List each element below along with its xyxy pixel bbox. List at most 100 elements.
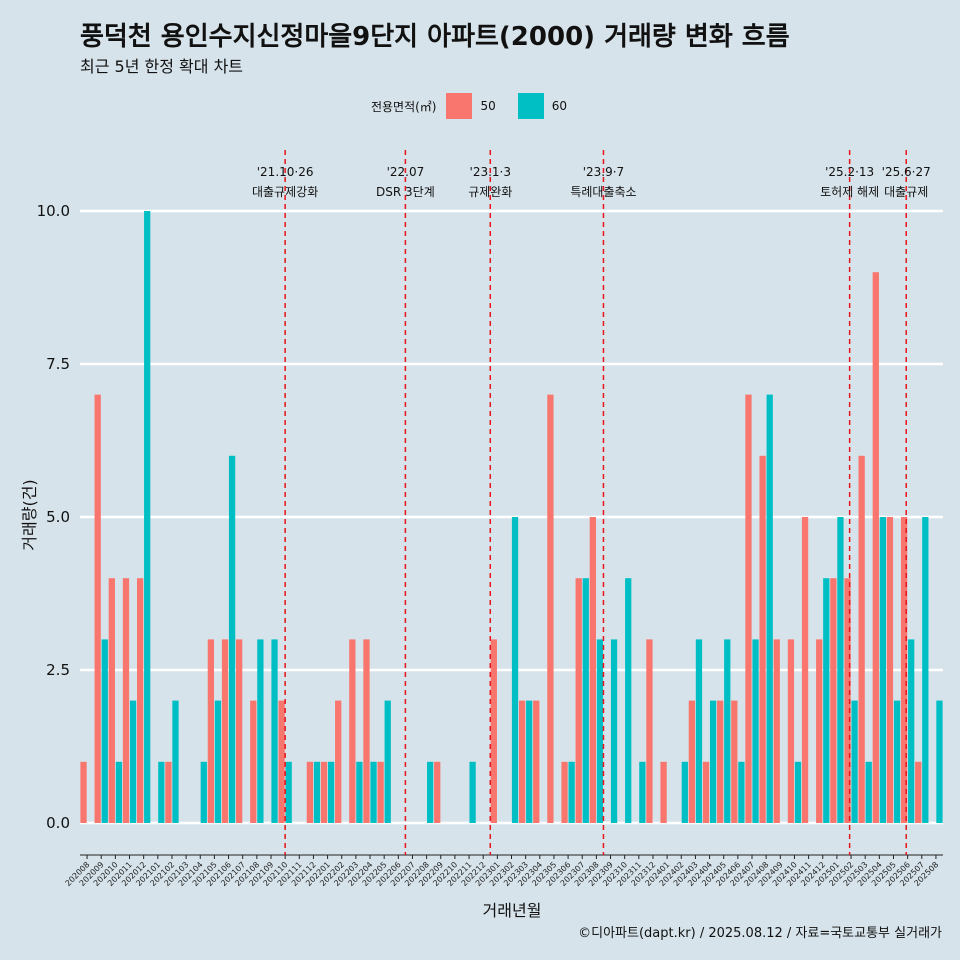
event-date-label: '23.1·3 xyxy=(470,165,511,179)
bar-60-202407 xyxy=(752,639,759,823)
bar-60-202505 xyxy=(893,700,901,823)
bar-50-202502 xyxy=(844,578,851,823)
bar-50-202405 xyxy=(717,700,724,823)
bar-60-202308 xyxy=(596,639,604,823)
y-tick-label: 2.5 xyxy=(46,661,70,679)
event-date-label: '25.6·27 xyxy=(882,165,931,179)
bar-50-202501 xyxy=(830,578,837,823)
bar-60-202309 xyxy=(610,639,618,823)
y-tick-label: 7.5 xyxy=(46,355,70,373)
bar-50-202504 xyxy=(872,272,879,823)
bar-60-202109 xyxy=(271,639,278,823)
bar-60-202011 xyxy=(129,700,137,823)
bar-50-202308 xyxy=(589,517,596,823)
bar-50-202010 xyxy=(108,578,115,823)
legend-title: 전용면적(㎡) xyxy=(370,99,437,114)
bar-60-202406 xyxy=(738,761,745,823)
bar-50-202108 xyxy=(250,700,257,823)
bar-60-202311 xyxy=(639,761,646,823)
bar-50-202312 xyxy=(646,639,653,823)
bar-60-202112 xyxy=(313,761,321,823)
bar-60-202310 xyxy=(625,578,632,823)
bar-50-202401 xyxy=(660,761,667,823)
bar-60-202009 xyxy=(101,639,108,823)
legend: 전용면적(㎡) 50 60 xyxy=(0,93,960,119)
bar-60-202104 xyxy=(200,761,207,823)
bar-50-202411 xyxy=(801,517,809,823)
bar-50-202412 xyxy=(816,639,823,823)
bar-60-202211 xyxy=(469,761,476,823)
legend-label-60: 60 xyxy=(551,99,568,113)
bar-60-202402 xyxy=(681,761,688,823)
bar-60-202201 xyxy=(327,761,335,823)
y-tick-label: 0.0 xyxy=(46,814,70,832)
bar-50-202503 xyxy=(858,455,865,823)
bar-60-202507 xyxy=(922,517,929,823)
bar-60-202403 xyxy=(695,639,703,823)
bar-50-202204 xyxy=(363,639,370,823)
bar-50-202112 xyxy=(306,761,314,823)
bar-50-202110 xyxy=(278,700,285,823)
bar-50-202203 xyxy=(349,639,356,823)
bar-60-202303 xyxy=(526,700,533,823)
bar-50-202205 xyxy=(377,761,384,823)
bar-60-202502 xyxy=(851,700,858,823)
bar-60-202204 xyxy=(370,761,377,823)
source-caption: ©디아파트(dapt.kr) / 2025.08.12 / 자료=국토교통부 실… xyxy=(578,926,942,941)
y-axis-label: 거래량(건) xyxy=(20,479,39,551)
event-date-label: '21.10·26 xyxy=(257,165,314,179)
bar-60-202203 xyxy=(356,761,363,823)
event-name-label: 토허제 해제 xyxy=(820,185,879,199)
bar-60-202508 xyxy=(936,700,943,823)
bar-60-202412 xyxy=(823,578,830,823)
bar-60-202106 xyxy=(228,455,236,823)
y-tick-label: 5.0 xyxy=(46,508,70,526)
bar-60-202108 xyxy=(257,639,264,823)
bar-60-202101 xyxy=(158,761,165,823)
bar-60-202010 xyxy=(115,761,123,823)
bar-50-202304 xyxy=(533,700,540,823)
bar-50-202306 xyxy=(561,761,568,823)
event-date-label: '22.07 xyxy=(387,165,425,179)
legend-label-50: 50 xyxy=(480,99,496,113)
bar-50-202105 xyxy=(207,639,215,823)
bar-50-202507 xyxy=(915,761,922,823)
bar-50-202102 xyxy=(165,761,172,823)
bar-60-202306 xyxy=(568,761,575,823)
bar-50-202307 xyxy=(575,578,582,823)
bar-50-202201 xyxy=(320,761,328,823)
bar-50-202009 xyxy=(94,394,101,823)
bar-60-202506 xyxy=(908,639,915,823)
bar-50-202404 xyxy=(702,761,710,823)
bar-50-202403 xyxy=(688,700,696,823)
bar-50-202301 xyxy=(490,639,497,823)
bar-60-202012 xyxy=(144,211,151,823)
bar-60-202110 xyxy=(285,761,292,823)
event-name-label: 대출규제강화 xyxy=(252,185,318,199)
bar-60-202501 xyxy=(837,517,844,823)
bar-60-202408 xyxy=(766,394,773,823)
bar-60-202302 xyxy=(511,517,519,823)
bar-50-202202 xyxy=(335,700,342,823)
bar-50-202506 xyxy=(900,517,908,823)
bar-50-202303 xyxy=(518,700,526,823)
bar-50-202012 xyxy=(136,578,144,823)
bar-60-202102 xyxy=(172,700,179,823)
bar-50-202008 xyxy=(80,761,87,823)
bar-50-202107 xyxy=(236,639,243,823)
bar-50-202407 xyxy=(745,394,752,823)
x-axis-label: 거래년월 xyxy=(482,901,542,920)
bar-60-202307 xyxy=(582,578,589,823)
bar-60-202410 xyxy=(794,761,802,823)
bar-50-202409 xyxy=(773,639,780,823)
legend-key-50 xyxy=(446,93,473,119)
bar-60-202208 xyxy=(427,761,434,823)
event-date-label: '23.9·7 xyxy=(583,165,624,179)
bar-50-202305 xyxy=(547,394,554,823)
bar-50-202209 xyxy=(434,761,441,823)
bar-50-202106 xyxy=(221,639,229,823)
event-name-label: 대출규제 xyxy=(884,185,928,199)
event-date-label: '25.2·13 xyxy=(825,165,874,179)
bar-50-202408 xyxy=(759,455,766,823)
